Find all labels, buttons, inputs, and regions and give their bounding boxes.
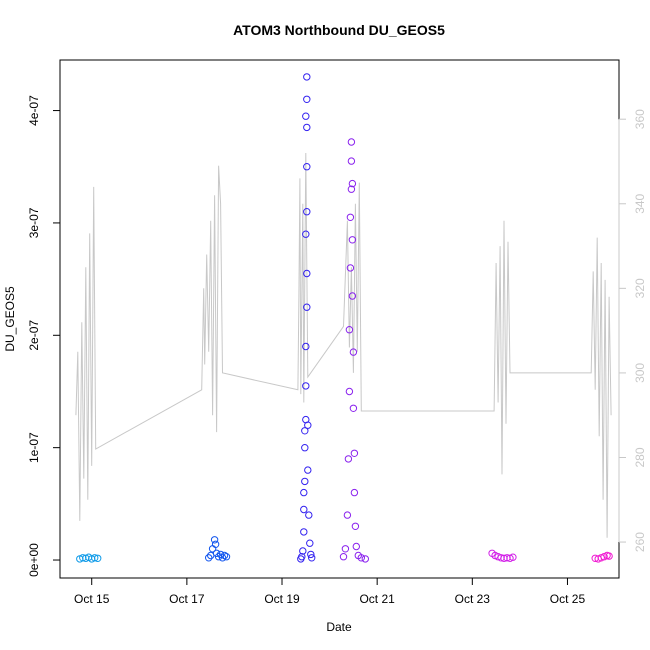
data-point	[211, 540, 220, 548]
x-tick-label: Oct 23	[455, 592, 491, 606]
data-point	[349, 348, 358, 356]
data-point	[345, 387, 354, 396]
right-tick-label: 260	[633, 532, 647, 552]
data-point	[361, 555, 369, 563]
data-point	[303, 163, 311, 171]
x-axis-label: Date	[326, 620, 352, 634]
data-point	[348, 236, 357, 244]
data-point	[303, 123, 311, 132]
data-point	[300, 528, 308, 536]
data-point	[303, 208, 311, 216]
data-point	[303, 95, 311, 104]
y-axis-label: DU_GEOS5	[3, 286, 17, 352]
data-point	[308, 554, 316, 562]
right-axis: 260 280 300 320 340 360	[618, 109, 647, 552]
data-point	[605, 552, 613, 560]
data-point	[218, 554, 227, 562]
data-point	[300, 488, 308, 497]
data-point	[357, 554, 365, 562]
data-point	[348, 292, 357, 300]
data-point	[94, 554, 102, 562]
data-point	[339, 553, 348, 561]
data-point	[344, 455, 353, 463]
right-tick-label: 340	[633, 193, 647, 213]
data-points-layer	[76, 73, 613, 563]
data-point	[349, 404, 358, 412]
data-point	[348, 179, 357, 188]
data-point	[305, 511, 313, 519]
data-point	[304, 466, 312, 474]
data-point	[302, 342, 310, 351]
x-tick-label: Oct 15	[74, 592, 110, 606]
data-point	[346, 213, 355, 222]
data-point	[205, 554, 213, 562]
right-tick-label: 320	[633, 278, 647, 298]
data-point	[352, 542, 360, 551]
data-point	[343, 511, 352, 519]
data-point	[300, 505, 308, 514]
data-point	[222, 553, 231, 561]
data-point	[351, 522, 360, 530]
data-point	[346, 264, 355, 272]
data-point	[302, 230, 310, 238]
data-point	[345, 326, 354, 334]
x-tick-label: Oct 25	[550, 592, 586, 606]
right-tick-label: 280	[633, 447, 647, 467]
x-tick-label: Oct 17	[169, 592, 205, 606]
plot-frame	[59, 59, 620, 579]
data-point	[303, 269, 311, 278]
data-point	[350, 488, 359, 497]
y-tick-label: 4e-07	[27, 95, 41, 126]
right-tick-label: 300	[633, 363, 647, 383]
temperature-line	[75, 152, 612, 538]
data-point	[341, 545, 350, 553]
data-point	[347, 157, 356, 165]
data-point	[301, 444, 309, 452]
temperature-line-layer	[75, 152, 612, 538]
right-tick-label: 360	[633, 109, 647, 129]
data-point	[303, 73, 311, 81]
data-point	[509, 553, 517, 561]
data-point	[302, 112, 310, 120]
data-point	[301, 427, 309, 435]
y-axis: 0e+00 1e-07 2e-07 3e-07 4e-07	[27, 95, 61, 577]
data-point	[210, 536, 219, 544]
data-point	[299, 547, 307, 555]
data-point	[91, 554, 99, 562]
data-point	[307, 550, 315, 559]
y-tick-label: 1e-07	[27, 432, 41, 463]
data-point	[298, 553, 306, 561]
x-axis: Oct 15 Oct 17 Oct 19 Oct 21 Oct 23 Oct 25	[74, 577, 586, 606]
data-point	[302, 382, 310, 390]
data-point	[303, 303, 311, 311]
y-tick-label: 3e-07	[27, 207, 41, 238]
data-point	[347, 138, 356, 146]
chart-title: ATOM3 Northbound DU_GEOS5	[233, 22, 445, 38]
data-point	[304, 421, 312, 429]
data-point	[220, 551, 229, 560]
y-tick-label: 2e-07	[27, 320, 41, 351]
x-tick-label: Oct 21	[359, 592, 395, 606]
data-point	[301, 477, 309, 486]
data-point	[347, 185, 356, 193]
x-tick-label: Oct 19	[264, 592, 300, 606]
data-point	[306, 539, 314, 547]
y-tick-label: 0e+00	[27, 543, 41, 577]
data-point	[350, 449, 359, 457]
